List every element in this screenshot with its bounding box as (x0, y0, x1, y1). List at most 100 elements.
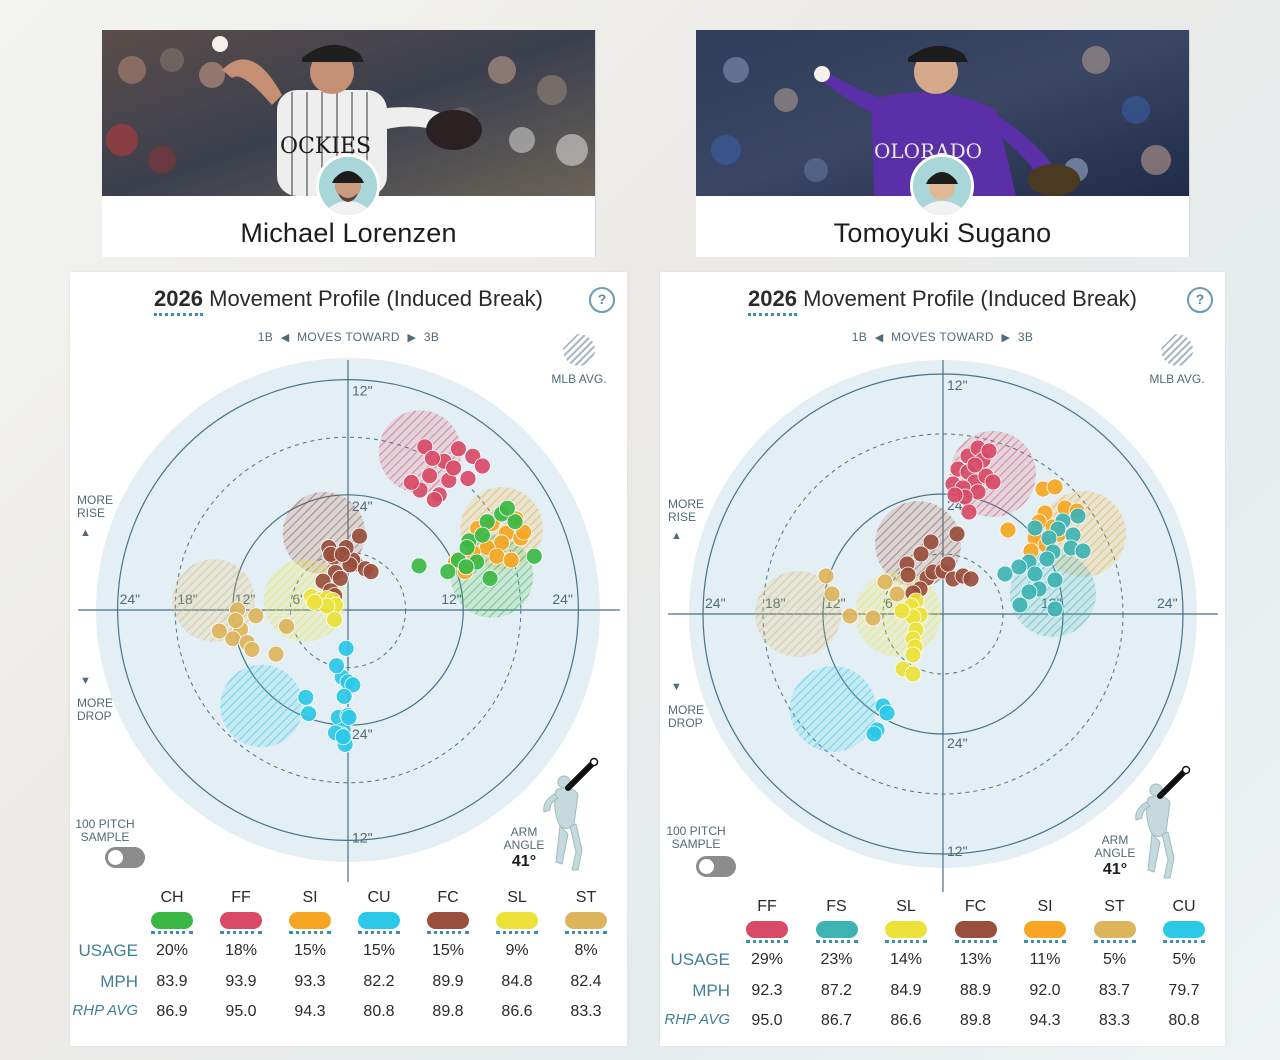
point-si[interactable] (1046, 478, 1064, 496)
point-fs[interactable] (1046, 600, 1064, 618)
point-ff[interactable] (425, 491, 443, 509)
point-fc[interactable] (899, 566, 917, 584)
point-cu[interactable] (337, 639, 355, 657)
point-ff[interactable] (946, 486, 964, 504)
pitch-type-ff[interactable]: FF (742, 898, 792, 943)
point-ch[interactable] (458, 539, 476, 557)
point-fs[interactable] (1040, 529, 1058, 547)
point-st[interactable] (817, 567, 835, 585)
pitch-color-pill[interactable] (1163, 921, 1205, 938)
pitch-color-pill[interactable] (496, 912, 538, 929)
pitch-type-st[interactable]: ST (1090, 898, 1140, 943)
point-fc[interactable] (333, 545, 351, 563)
point-ff[interactable] (473, 457, 491, 475)
pitch-color-pill[interactable] (358, 912, 400, 929)
player-card-sugano[interactable]: OLORADO Tomoyuki Sugano (696, 30, 1190, 257)
pitch-type-cu[interactable]: CU (1159, 898, 1209, 943)
pitch-type-fc[interactable]: FC (423, 889, 473, 934)
point-sl[interactable] (326, 611, 343, 629)
point-cu[interactable] (344, 676, 362, 694)
point-cu[interactable] (300, 705, 318, 723)
point-ch[interactable] (498, 499, 516, 517)
point-st[interactable] (243, 640, 261, 658)
point-fc[interactable] (948, 525, 966, 543)
point-ff[interactable] (421, 467, 439, 485)
pitch-type-si[interactable]: SI (285, 889, 335, 934)
pitch-color-pill[interactable] (815, 921, 858, 938)
point-fc[interactable] (362, 563, 380, 581)
point-sl[interactable] (305, 593, 323, 611)
point-ff[interactable] (966, 456, 984, 474)
point-ch[interactable] (410, 557, 428, 575)
point-st[interactable] (267, 645, 285, 663)
pitch-type-ch[interactable]: CH (147, 889, 197, 934)
point-ff[interactable] (984, 473, 1002, 491)
point-st[interactable] (841, 607, 859, 625)
point-ff[interactable] (980, 442, 998, 460)
point-si[interactable] (502, 551, 520, 569)
point-fc[interactable] (922, 533, 940, 551)
pitch-type-si[interactable]: SI (1020, 898, 1070, 943)
pitch-color-pill[interactable] (289, 912, 331, 929)
point-sl[interactable] (904, 646, 922, 664)
point-ch[interactable] (525, 547, 543, 565)
point-st[interactable] (888, 585, 906, 603)
point-fs[interactable] (1069, 507, 1087, 525)
pitch-color-pill[interactable] (1093, 921, 1136, 938)
point-cu[interactable] (328, 657, 345, 675)
pitch-type-st[interactable]: ST (561, 889, 611, 934)
pitch-color-pill[interactable] (220, 912, 262, 929)
point-sl[interactable] (893, 602, 911, 620)
pitch-type-sl[interactable]: SL (881, 898, 931, 943)
point-st[interactable] (278, 617, 295, 635)
pitch-color-pill[interactable] (954, 921, 997, 938)
point-ff[interactable] (424, 449, 441, 467)
pitch-color-pill[interactable] (885, 921, 927, 938)
help-button[interactable]: ? (589, 287, 615, 313)
point-cu[interactable] (335, 687, 353, 705)
pitch-type-ff[interactable]: FF (216, 889, 266, 934)
point-cu[interactable] (297, 688, 315, 706)
pitch-color-pill[interactable] (746, 921, 788, 938)
point-fs[interactable] (1011, 596, 1029, 614)
point-ff[interactable] (459, 470, 477, 487)
pitch-color-pill[interactable] (427, 912, 469, 929)
pitch-type-cu[interactable]: CU (354, 889, 404, 934)
point-cu[interactable] (878, 704, 896, 722)
point-ff[interactable] (960, 503, 978, 521)
point-si[interactable] (488, 547, 506, 565)
point-st[interactable] (823, 585, 841, 603)
year-selector[interactable]: 2026 (748, 286, 797, 316)
pitch-type-sl[interactable]: SL (492, 889, 542, 934)
point-fs[interactable] (996, 565, 1014, 583)
point-cu[interactable] (334, 728, 352, 746)
point-fs[interactable] (1046, 571, 1064, 589)
point-st[interactable] (876, 573, 894, 591)
point-ch[interactable] (439, 563, 457, 581)
pitch-color-pill[interactable] (151, 912, 193, 929)
point-ff[interactable] (449, 440, 467, 458)
point-ch[interactable] (506, 513, 524, 531)
point-st[interactable] (210, 622, 228, 640)
point-fs[interactable] (1026, 519, 1044, 537)
pitch-type-fc[interactable]: FC (951, 898, 1001, 943)
point-fc[interactable] (939, 555, 957, 573)
point-fs[interactable] (1074, 542, 1092, 560)
point-fc[interactable] (331, 569, 349, 587)
point-st[interactable] (864, 609, 882, 627)
point-ch[interactable] (481, 569, 499, 587)
point-fc[interactable] (962, 570, 980, 588)
point-st[interactable] (247, 607, 265, 625)
point-sl[interactable] (904, 665, 922, 683)
pitch-color-pill[interactable] (565, 912, 607, 929)
point-fs[interactable] (1010, 558, 1028, 576)
point-ff[interactable] (445, 459, 463, 477)
player-card-lorenzen[interactable]: OCKIES Michael Lorenzen (102, 30, 596, 257)
year-selector[interactable]: 2026 (154, 286, 203, 316)
point-ff[interactable] (402, 473, 420, 491)
sample-toggle[interactable] (105, 847, 145, 868)
sample-toggle[interactable] (696, 856, 736, 877)
point-cu[interactable] (865, 725, 883, 743)
point-fs[interactable] (1026, 565, 1044, 583)
pitch-type-fs[interactable]: FS (812, 898, 862, 943)
